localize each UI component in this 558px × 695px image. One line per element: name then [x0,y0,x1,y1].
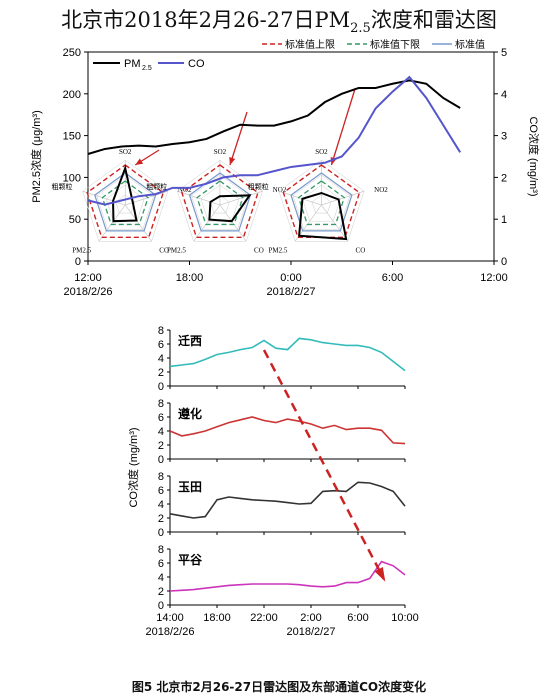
y-left-tick-label: 200 [63,89,81,101]
y-left-tick-label: 50 [69,214,81,226]
co-station-line [170,562,405,591]
radar-arrow-head [135,158,143,165]
y-right-tick-label: 5 [501,47,507,59]
x-tick-label: 18:00 [203,612,231,624]
legend-pm25-sub: 2.5 [142,65,152,72]
radar-spoke [125,205,151,241]
radar-axis-label: 粗颗粒 [248,182,269,191]
radar-axis-label: PM2.5 [268,246,287,254]
x-tick-label: 0:00 [280,272,301,284]
panel-y-tick-label: 4 [158,353,164,365]
radar-axis-label: 粗颗粒 [146,182,167,191]
radar-axis-label: SO2 [315,148,328,156]
x-tick-label: 10:00 [391,612,419,624]
x-tick-label: 6:00 [347,612,368,624]
y-axis-label: CO浓度 (mg/m³) [126,427,140,507]
panel-y-tick-label: 6 [158,558,164,570]
co-panel: 0 2 4 6 8 遵化 [158,398,405,466]
panel-station-label: 平谷 [178,552,203,567]
y-right-tick-label: 2 [501,172,507,184]
y-right-tick-label: 3 [501,131,507,143]
panel-y-tick-label: 0 [158,527,164,539]
co-panel: 0 2 4 6 8 平谷 [158,544,405,612]
panel-y-tick-label: 4 [158,499,164,511]
x-tick-label: 2:00 [300,612,321,624]
radar-axis-label: CO [356,246,366,254]
radar-spoke [220,205,246,241]
x-date-label: 2018/2/26 [64,286,113,298]
pm25-line [88,80,460,154]
x-tick-label: 18:00 [176,272,204,284]
panel-station-label: 迁西 [178,333,202,348]
panel-y-tick-label: 8 [158,398,164,410]
panel-y-tick-label: 8 [158,471,164,483]
legend-lower-label: 标准值下限 [370,38,420,51]
panel-y-tick-label: 2 [158,440,164,452]
x-tick-label: 12:00 [74,272,102,284]
panel-station-label: 玉田 [178,480,202,494]
radar-axis-label: SO2 [214,148,227,156]
co-station-line [170,338,405,370]
radar-arrow [230,112,247,165]
radar-arrow-head [229,157,235,165]
east-corridor-co-chart: 0 2 4 6 8 迁西 0 2 4 6 8 遵化 0 2 4 6 8 玉田 0 2 4 6 8 平谷 14:00 18:00 22… [0,310,558,675]
radar-axis-label: PM2.5 [167,246,186,254]
legend-pm25-label: PM [124,58,141,70]
y-left-tick-label: 0 [75,256,81,268]
legend-upper-label: 标准值上限 [285,38,335,51]
transport-arrow [264,350,384,579]
x-tick-label: 12:00 [480,272,508,284]
radar-axis-label: SO2 [119,148,132,156]
radar-axis-label: PM2.5 [72,246,91,254]
panel-y-tick-label: 0 [158,600,164,612]
panel-y-tick-label: 6 [158,339,164,351]
y-left-tick-label: 150 [63,131,81,143]
y-right-tick-label: 1 [501,214,507,226]
panel-y-tick-label: 4 [158,572,164,584]
y-right-tick-label: 0 [501,256,507,268]
x-date-label: 2018/2/27 [287,626,336,638]
x-tick-label: 6:00 [382,272,403,284]
x-date-label: 2018/2/26 [146,626,195,638]
panel-y-tick-label: 2 [158,367,164,379]
y-right-axis-label: CO浓度 (mg/m³) [527,116,541,196]
panel-y-tick-label: 8 [158,325,164,337]
legend-standard-label: 标准值 [455,38,485,51]
panel-y-tick-label: 2 [158,513,164,525]
y-right-tick-label: 4 [501,89,507,101]
radar-axis-label: NO2 [374,186,388,194]
x-tick-label: 22:00 [250,612,278,624]
panel-y-tick-label: 0 [158,381,164,393]
radar-spoke [194,205,220,241]
pm25-co-chart: 0 50 100 150 200 250 0 1 2 3 4 5 12:00 18:00 0:00 6:00 1… [0,0,558,310]
co-station-line [170,417,405,444]
x-date-label: 2018/2/27 [267,286,316,298]
panel-y-tick-label: 2 [158,586,164,598]
y-left-axis-label: PM2.5浓度 (μg/m³) [29,110,43,203]
x-tick-label: 14:00 [156,612,184,624]
radar-axis-label: 粗颗粒 [52,182,73,191]
panel-y-tick-label: 4 [158,426,164,438]
panel-y-tick-label: 8 [158,544,164,556]
figure-caption: 图5 北京市2月26-27日雷达图及东部通道CO浓度变化 [0,678,558,695]
y-left-tick-label: 250 [63,47,81,59]
panel-y-tick-label: 6 [158,485,164,497]
panel-station-label: 遵化 [178,406,202,421]
panel-y-tick-label: 0 [158,454,164,466]
co-panel: 0 2 4 6 8 玉田 [158,471,405,539]
co-station-line [170,482,405,518]
legend-co-label: CO [188,58,205,70]
radar-axis-label: CO [254,246,264,254]
radar-spoke [99,205,125,241]
panel-y-tick-label: 6 [158,412,164,424]
